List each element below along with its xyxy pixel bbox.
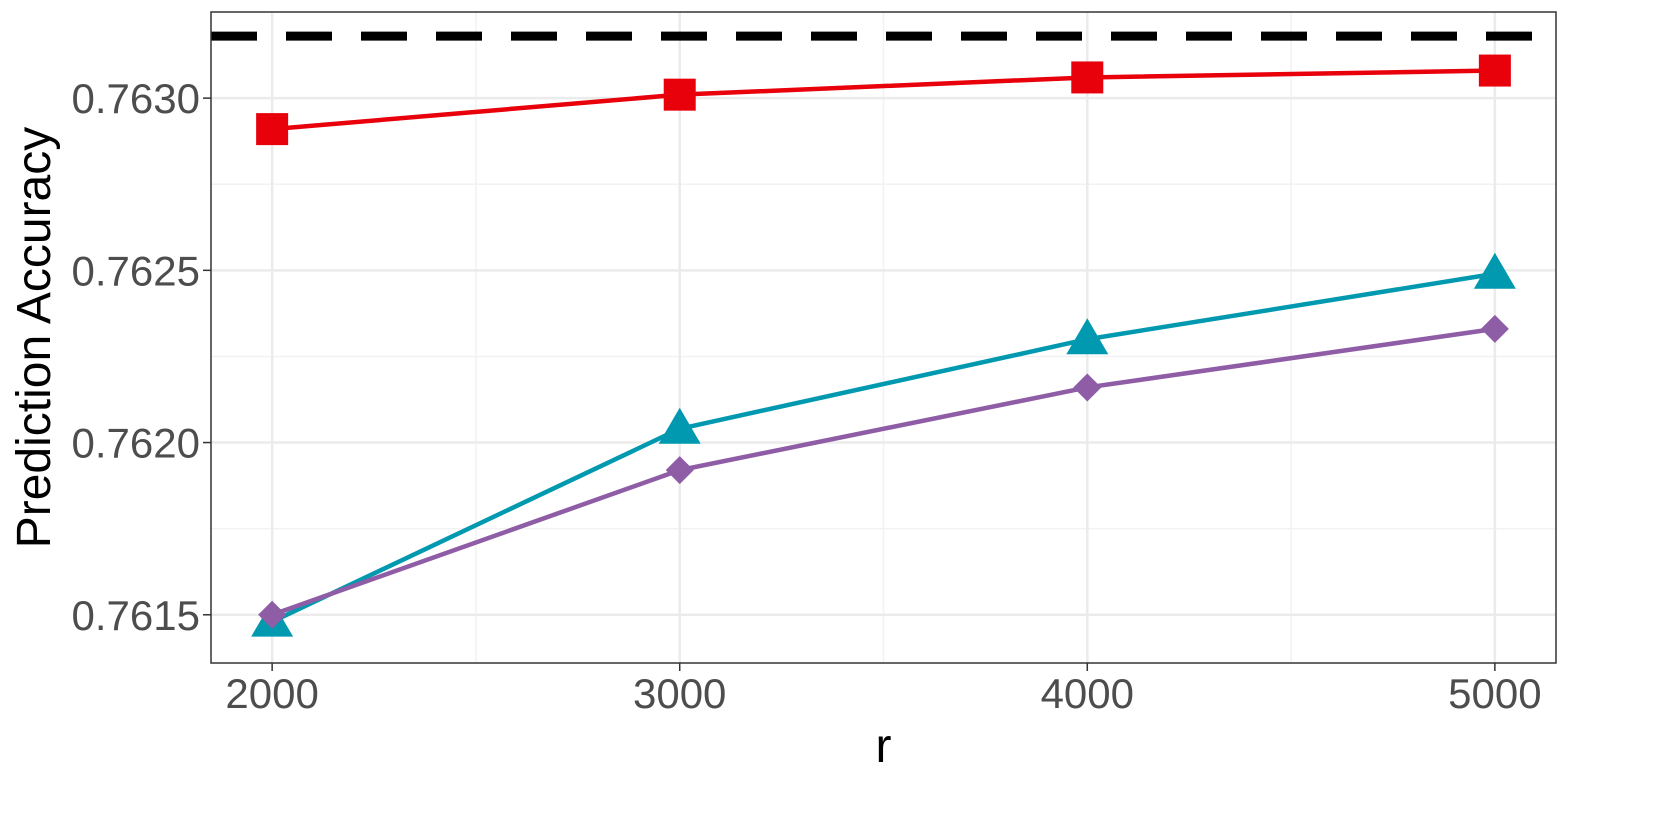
y-tick-label: 0.7615 [72, 592, 200, 639]
series-line-diamond [271, 326, 1496, 617]
data-point-square [1071, 61, 1104, 94]
series-group [251, 54, 1516, 637]
x-axis-title: r [876, 720, 892, 773]
series-diamond [258, 314, 1509, 629]
x-tick-label: 3000 [633, 670, 726, 717]
panel-border [210, 11, 1557, 664]
data-point-square [256, 113, 289, 146]
series-triangle [251, 252, 1516, 637]
y-tick-label: 0.7620 [72, 420, 200, 467]
data-point-square [1478, 54, 1511, 87]
data-point-diamond [665, 456, 694, 485]
data-point-triangle [1066, 318, 1109, 355]
x-tick-label: 4000 [1041, 670, 1134, 717]
data-point-diamond [258, 600, 287, 629]
series-line-triangle [271, 271, 1496, 624]
y-tick-label: 0.7630 [72, 75, 200, 122]
y-tick-label: 0.7625 [72, 247, 200, 294]
tick-group: 2000 3000 4000 5000 0.7615 0.7620 0.7625 0.7630 [72, 75, 1542, 717]
x-tick-label: 5000 [1448, 670, 1541, 717]
data-point-square [663, 78, 696, 111]
series-square [256, 54, 1511, 146]
y-axis-title: Prediction Accuracy [8, 127, 61, 549]
data-point-diamond [1480, 314, 1509, 343]
x-tick-label: 2000 [225, 670, 318, 717]
data-point-triangle [658, 407, 701, 444]
data-point-diamond [1073, 373, 1102, 402]
series-line-square [271, 68, 1495, 132]
data-point-triangle [1473, 252, 1516, 289]
